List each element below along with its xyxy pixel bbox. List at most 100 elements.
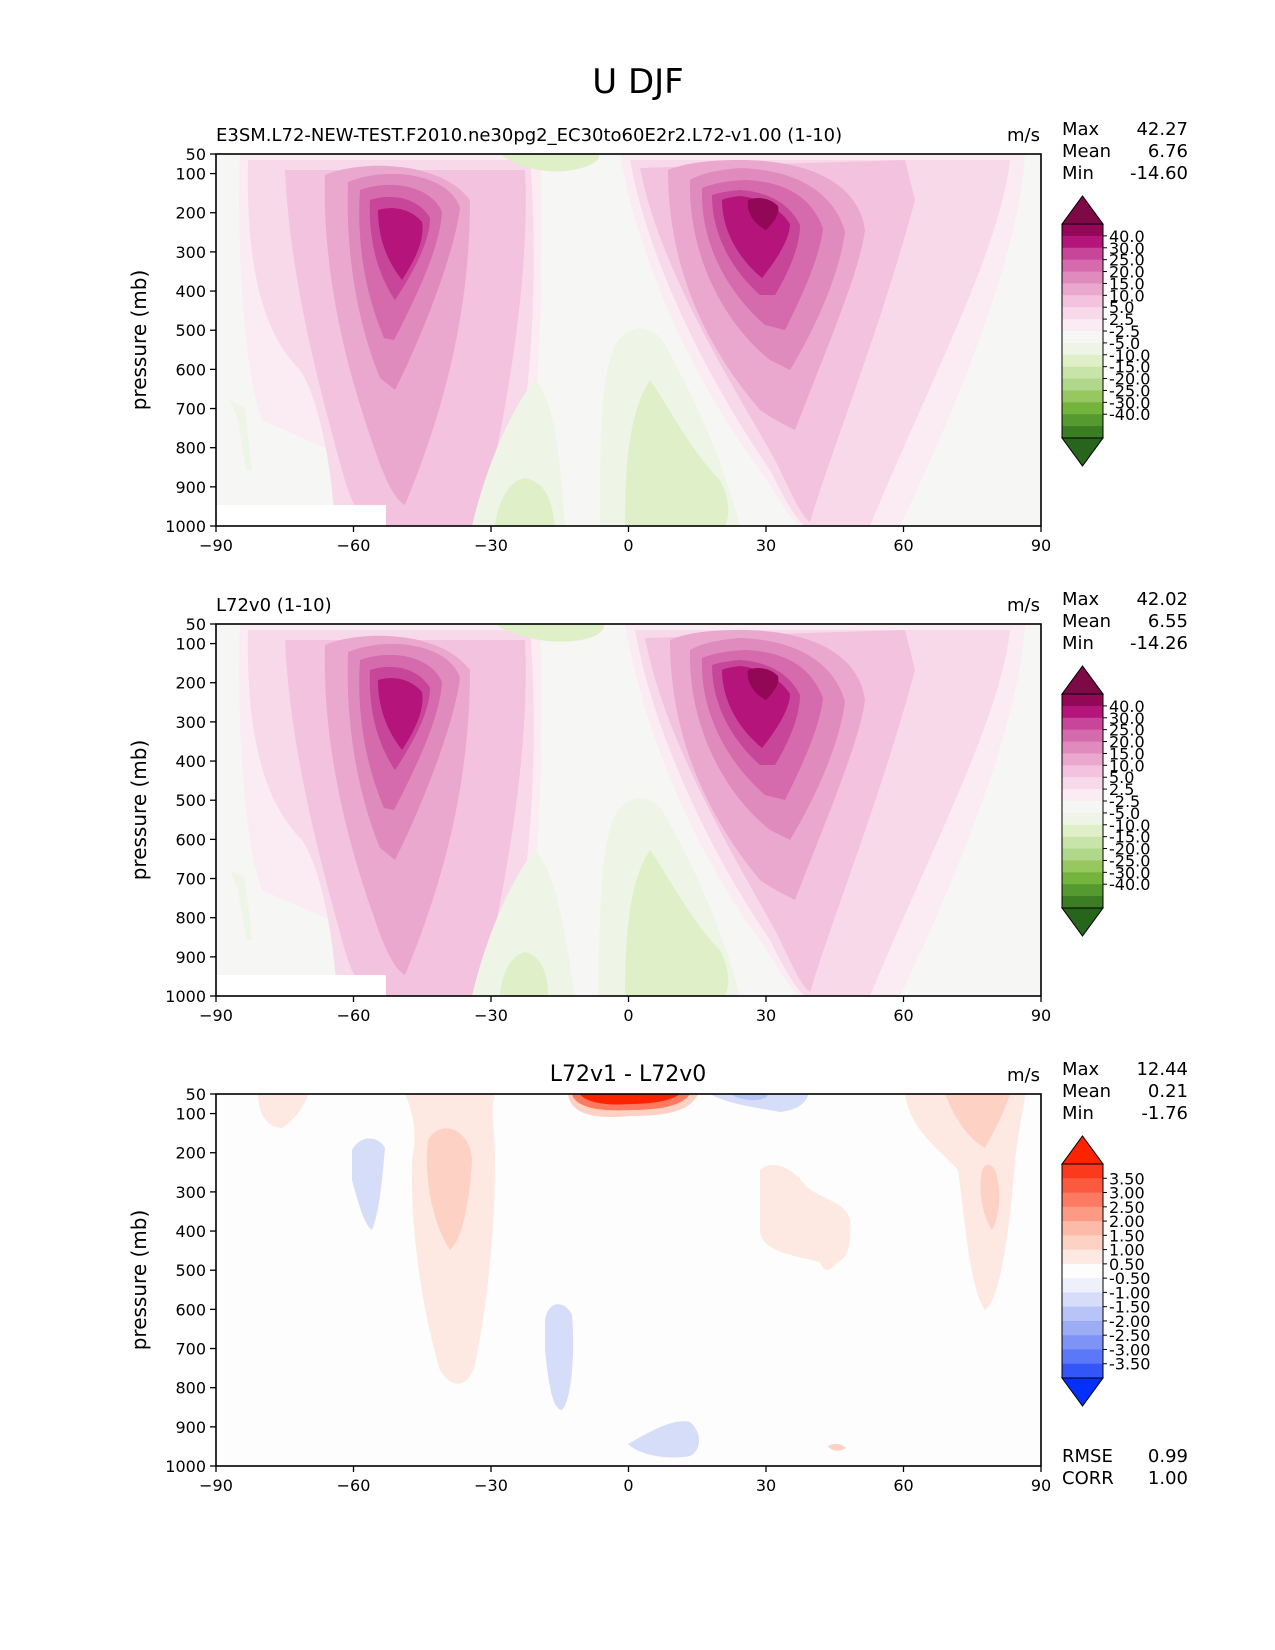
colorbar-swatch [1062,824,1103,838]
colorbar-swatch [1062,1192,1103,1208]
contour-fill [747,198,779,230]
y-tick-label: 400 [175,752,206,771]
x-tick-label: −60 [337,1476,371,1495]
x-tick-label: 0 [623,536,633,555]
stat-mean-value: 0.21 [1148,1081,1188,1102]
y-tick-label: 700 [175,400,206,419]
panel-title: L72v0 (1-10) [216,595,332,616]
x-tick-label: 60 [893,1006,913,1025]
colorbar-swatch [1062,354,1103,368]
colorbar-tick-label: -5.0 [1109,804,1140,823]
y-tick-label: 600 [175,830,206,849]
colorbar-swatch [1062,789,1103,802]
colorbar-tick-label: -2.50 [1109,1326,1150,1345]
colorbar-swatch [1062,1320,1103,1336]
colorbar-swatch [1062,812,1103,826]
colorbar-tick-label: 40.0 [1109,697,1145,716]
y-tick-label: 50 [186,1085,206,1104]
colorbar-tick-label: 30.0 [1109,239,1145,258]
colorbar-swatch [1062,717,1103,731]
colorbar-tick-label: 5.0 [1109,768,1134,787]
colorbar-tick-label: 10.0 [1109,756,1145,775]
colorbar-tick-label: 2.00 [1109,1212,1145,1231]
stat-min-label: Min [1062,1103,1094,1124]
colorbar-tick-label: -20.0 [1109,370,1150,389]
x-tick-label: 90 [1031,1006,1051,1025]
y-tick-label: 600 [175,360,206,379]
colorbar-swatch [1062,426,1103,439]
colorbar: 40.030.025.020.015.010.05.02.5-2.5-5.0-1… [1061,665,1150,937]
x-tick-label: −30 [474,1006,508,1025]
x-tick-label: −30 [474,536,508,555]
colorbar-swatch [1062,1221,1103,1236]
colorbar-swatch [1062,235,1103,249]
colorbar-swatch [1062,705,1103,719]
colorbar-swatch [1062,1363,1103,1379]
stat-rmse-label: RMSE [1062,1446,1113,1467]
y-axis-label: pressure (mb) [127,1210,151,1351]
colorbar-swatch [1062,777,1103,790]
colorbar-swatch [1062,295,1103,308]
stat-max-label: Max [1062,1059,1100,1080]
colorbar-swatch [1062,884,1103,897]
colorbar-swatch [1062,224,1103,237]
x-tick-label: −30 [474,1476,508,1495]
contour-fill [378,678,423,750]
y-tick-label: 900 [175,1418,206,1437]
contour-fill [495,624,605,642]
y-tick-label: 900 [175,948,206,967]
y-tick-label: 1000 [165,987,206,1006]
colorbar: 3.503.002.502.001.501.000.50-0.50-1.00-1… [1061,1135,1150,1407]
y-tick-label: 400 [175,1222,206,1241]
colorbar-swatch [1062,378,1103,391]
y-tick-label: 500 [175,791,206,810]
colorbar-swatch [1062,1249,1103,1265]
stat-max-label: Max [1062,119,1100,140]
colorbar-tick-label: 2.5 [1109,780,1134,799]
stat-mean-label: Mean [1062,1081,1111,1102]
y-tick-label: 300 [175,243,206,262]
colorbar-tick-label: 10.0 [1109,286,1145,305]
stat-min-value: -14.26 [1130,633,1188,654]
units-label: m/s [1007,125,1040,146]
contour-field [216,154,1041,526]
stat-rmse-value: 0.99 [1148,1446,1188,1467]
y-axis-label: pressure (mb) [127,270,151,411]
y-tick-label: 200 [175,1144,206,1163]
colorbar-swatch [1062,741,1103,754]
colorbar-swatch [1062,729,1103,743]
colorbar-tick-label: -10.0 [1109,816,1150,835]
colorbar-swatch [1062,271,1103,284]
x-tick-label: 60 [893,1476,913,1495]
field-background [216,1094,1041,1466]
colorbar-swatch [1062,366,1103,380]
colorbar-tick-label: -1.50 [1109,1298,1150,1317]
panel-reference: L72v0 (1-10) m/s Max 42.02 Mean 6.55 Min… [127,589,1188,1025]
colorbar-swatch [1062,1206,1103,1222]
panel-difference: L72v1 - L72v0 m/s Max 12.44 Mean 0.21 Mi… [127,1059,1188,1495]
y-tick-label: 100 [175,1105,206,1124]
contour-fill [426,1128,472,1250]
contour-fill [472,850,575,996]
colorbar-tick-label: 3.50 [1109,1169,1145,1188]
stat-max-label: Max [1062,589,1100,610]
colorbar-tick-label: -0.50 [1109,1269,1150,1288]
colorbar-tick-label: -30.0 [1109,393,1150,412]
missing-data-region [216,505,386,526]
x-tick-label: 30 [756,536,776,555]
colorbar-tick-label: -1.00 [1109,1283,1150,1302]
y-tick-label: 1000 [165,1457,206,1476]
y-tick-label: 800 [175,439,206,458]
contour-fill [710,1094,808,1112]
colorbar-swatch [1062,1235,1103,1251]
y-tick-label: 900 [175,478,206,497]
colorbar-tick-label: -2.5 [1109,792,1140,811]
colorbar-tick-label: -20.0 [1109,840,1150,859]
colorbar-swatch [1062,342,1103,356]
colorbar-swatch [1062,1306,1103,1322]
x-tick-label: 0 [623,1006,633,1025]
colorbar-frame [1061,1163,1104,1379]
colorbar-tick-label: -40.0 [1109,875,1150,894]
units-label: m/s [1007,1065,1040,1086]
